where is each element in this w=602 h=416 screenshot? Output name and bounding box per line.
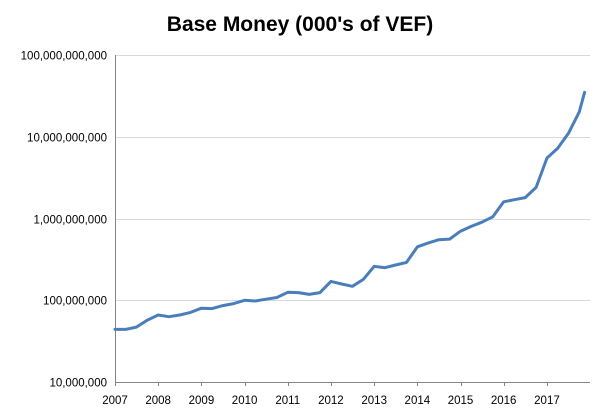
y-axis-ticks: 10,000,000 100,000,000 1,000,000,000 10,000… <box>21 51 107 390</box>
x-tick-label: 2017 <box>534 395 560 407</box>
x-tick-label: 2011 <box>275 395 300 407</box>
x-tick-label: 2007 <box>102 395 128 407</box>
x-tick-label: 2010 <box>232 395 258 407</box>
y-tick-label: 10,000,000 <box>49 378 107 390</box>
gridlines <box>115 55 590 301</box>
y-tick-label: 100,000,000 <box>43 296 107 308</box>
x-tick-label: 2009 <box>189 395 215 407</box>
y-tick-label: 10,000,000,000 <box>27 133 107 145</box>
x-axis-ticks: 2007 2008 2009 2010 2011 2012 2013 2014 2015 2016… <box>102 395 560 407</box>
series-layer <box>113 90 587 331</box>
x-tick-label: 2014 <box>405 395 431 407</box>
axes <box>115 55 590 386</box>
chart-title: Base Money (000's of VEF) <box>167 13 433 36</box>
x-tick-label: 2015 <box>448 395 474 407</box>
y-tick-label: 1,000,000,000 <box>33 215 107 227</box>
series-line <box>113 90 587 331</box>
y-tick-label: 100,000,000,000 <box>21 51 107 63</box>
x-tick-label: 2016 <box>491 395 517 407</box>
x-tick-label: 2008 <box>145 395 171 407</box>
x-tick-label: 2013 <box>361 395 387 407</box>
x-tick-label: 2012 <box>318 395 344 407</box>
